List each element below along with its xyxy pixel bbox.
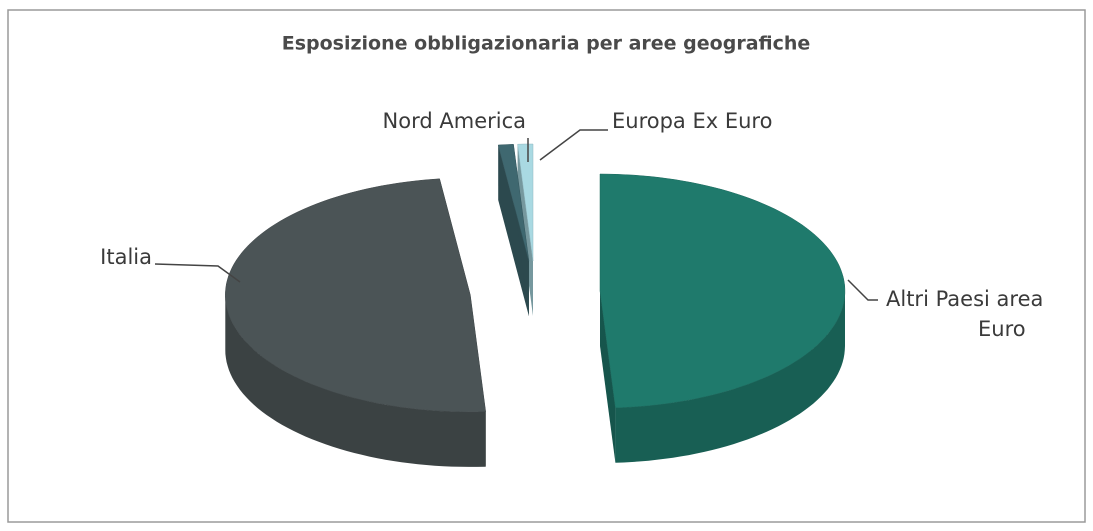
pie-slice	[225, 178, 486, 467]
slice-top	[599, 173, 846, 409]
pie-slice	[599, 173, 846, 463]
slice-top	[497, 144, 530, 262]
slice-label: Europa Ex Euro	[612, 109, 772, 133]
leader-line	[539, 129, 608, 161]
pie-slice	[497, 144, 530, 317]
slice-label: Nord America	[383, 109, 526, 133]
slice-cut-face	[600, 291, 616, 463]
slice-top	[517, 143, 534, 262]
leader-line	[847, 279, 878, 301]
slice-side	[615, 291, 845, 463]
chart-title: Esposizione obbligazionaria per aree geo…	[282, 33, 811, 55]
slice-side	[225, 294, 486, 467]
slice-cut-face	[498, 145, 529, 317]
label-line: Altri Paesi area	[886, 287, 1043, 311]
leader-line	[154, 263, 241, 283]
slice-top	[225, 178, 486, 413]
label-line: Euro	[978, 317, 1026, 341]
pie-slice	[517, 143, 534, 316]
slice-cut-face	[517, 144, 533, 316]
chart-frame	[7, 9, 1086, 523]
slice-label: Altri Paesi area Euro	[886, 287, 1043, 341]
slice-label: Italia	[100, 245, 152, 269]
